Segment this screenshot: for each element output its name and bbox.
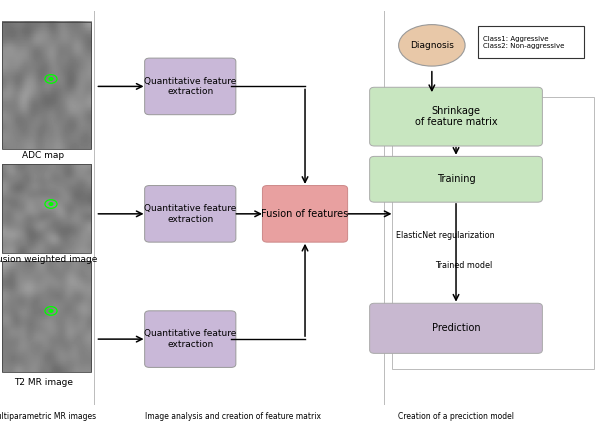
FancyBboxPatch shape	[370, 87, 542, 146]
Text: Diagnosis: Diagnosis	[410, 41, 454, 50]
Text: Prediction: Prediction	[432, 323, 480, 334]
Text: Creation of a preciction model: Creation of a preciction model	[398, 412, 514, 421]
Text: Quantitative feature
extraction: Quantitative feature extraction	[144, 330, 236, 349]
Text: ADC map: ADC map	[22, 151, 65, 160]
Text: Quantitative feature
extraction: Quantitative feature extraction	[144, 77, 236, 96]
FancyBboxPatch shape	[370, 303, 542, 353]
Text: Image analysis and creation of feature matrix: Image analysis and creation of feature m…	[144, 412, 321, 421]
Circle shape	[49, 78, 53, 80]
Bar	[2, 261, 91, 372]
Text: Fusion of features: Fusion of features	[262, 209, 349, 219]
Text: Class1: Aggressive
Class2: Non-aggressive: Class1: Aggressive Class2: Non-aggressiv…	[483, 35, 565, 49]
FancyBboxPatch shape	[145, 186, 236, 242]
Text: Quantitative feature
extraction: Quantitative feature extraction	[144, 204, 236, 223]
Text: Shrinkage
of feature matrix: Shrinkage of feature matrix	[415, 106, 497, 127]
Text: T2 MR image: T2 MR image	[14, 378, 73, 387]
Bar	[392, 97, 594, 369]
Text: ElasticNet regularization: ElasticNet regularization	[396, 231, 494, 240]
FancyBboxPatch shape	[145, 58, 236, 114]
Bar	[478, 26, 584, 58]
Text: Multiparametric MR images: Multiparametric MR images	[0, 412, 97, 421]
Circle shape	[49, 310, 53, 312]
FancyBboxPatch shape	[370, 156, 542, 202]
FancyBboxPatch shape	[262, 186, 348, 242]
Text: Trained model: Trained model	[435, 261, 492, 270]
Circle shape	[49, 203, 53, 205]
Ellipse shape	[399, 25, 465, 66]
Text: Training: Training	[437, 174, 475, 184]
Bar	[2, 22, 91, 149]
FancyBboxPatch shape	[145, 311, 236, 367]
Bar	[2, 164, 91, 253]
Text: Diffusion weighted image: Diffusion weighted image	[0, 255, 97, 264]
